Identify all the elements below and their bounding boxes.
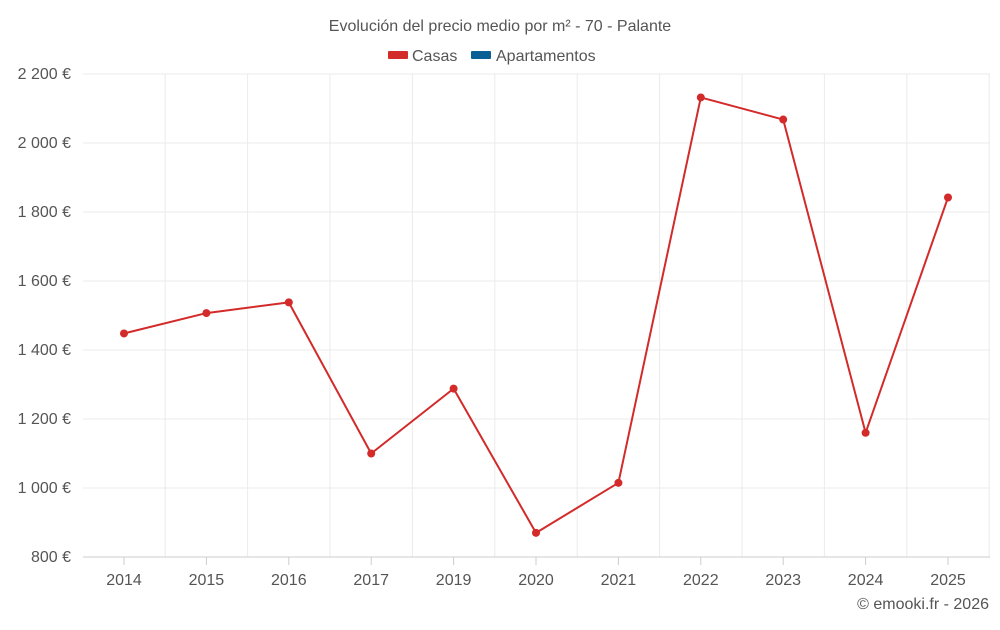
legend-swatch-casas	[388, 51, 408, 59]
data-point[interactable]	[944, 193, 952, 202]
data-point[interactable]	[861, 428, 870, 437]
data-point[interactable]	[284, 298, 293, 307]
data-point[interactable]	[779, 115, 788, 124]
chart-title: Evolución del precio medio por m² - 70 -…	[329, 18, 671, 35]
legend-swatch-apartamentos	[471, 51, 491, 59]
horizontal-gridlines	[83, 73, 990, 489]
y-tick-label: 1 200 €	[18, 411, 71, 428]
data-point[interactable]	[120, 329, 128, 338]
credit-text: © emooki.fr - 2026	[857, 596, 989, 613]
data-point[interactable]	[696, 93, 705, 102]
x-tick-label: 2014	[106, 572, 142, 589]
y-tick-label: 1 000 €	[18, 480, 71, 497]
legend-item-casas[interactable]: Casas	[388, 48, 457, 65]
x-axis: 2014 2015 2016 2017 2019 2020 2021 2022 2023 2024…	[83, 556, 990, 589]
x-tick-label: 2022	[683, 572, 719, 589]
x-tick-label: 2016	[271, 572, 307, 589]
vertical-gridlines	[164, 74, 990, 557]
data-point[interactable]	[449, 384, 458, 393]
legend-label-apartamentos: Apartamentos	[496, 48, 596, 65]
x-tick-label: 2024	[848, 572, 884, 589]
series-layer	[120, 93, 952, 537]
data-point[interactable]	[367, 449, 376, 458]
x-tick-label: 2020	[518, 572, 554, 589]
x-tick-label: 2023	[765, 572, 801, 589]
data-point[interactable]	[202, 309, 211, 318]
y-tick-label: 1 800 €	[18, 204, 71, 221]
y-tick-label: 800 €	[31, 549, 71, 566]
x-tick-label: 2021	[601, 572, 637, 589]
x-tick-label: 2025	[930, 572, 966, 589]
y-axis: 800 € 1 000 € 1 200 € 1 400 € 1 600 € 1 800 €…	[18, 66, 71, 566]
y-tick-label: 1 600 €	[18, 273, 71, 290]
legend: Casas Apartamentos	[388, 48, 596, 65]
y-tick-label: 1 400 €	[18, 342, 71, 359]
y-tick-label: 2 200 €	[18, 66, 71, 83]
x-tick-label: 2017	[353, 572, 389, 589]
x-tick-label: 2019	[436, 572, 472, 589]
legend-item-apartamentos[interactable]: Apartamentos	[471, 48, 596, 65]
y-tick-label: 2 000 €	[18, 135, 71, 152]
legend-label-casas: Casas	[412, 48, 457, 65]
data-point[interactable]	[614, 478, 623, 487]
x-tick-label: 2015	[189, 572, 225, 589]
data-point[interactable]	[532, 528, 540, 537]
